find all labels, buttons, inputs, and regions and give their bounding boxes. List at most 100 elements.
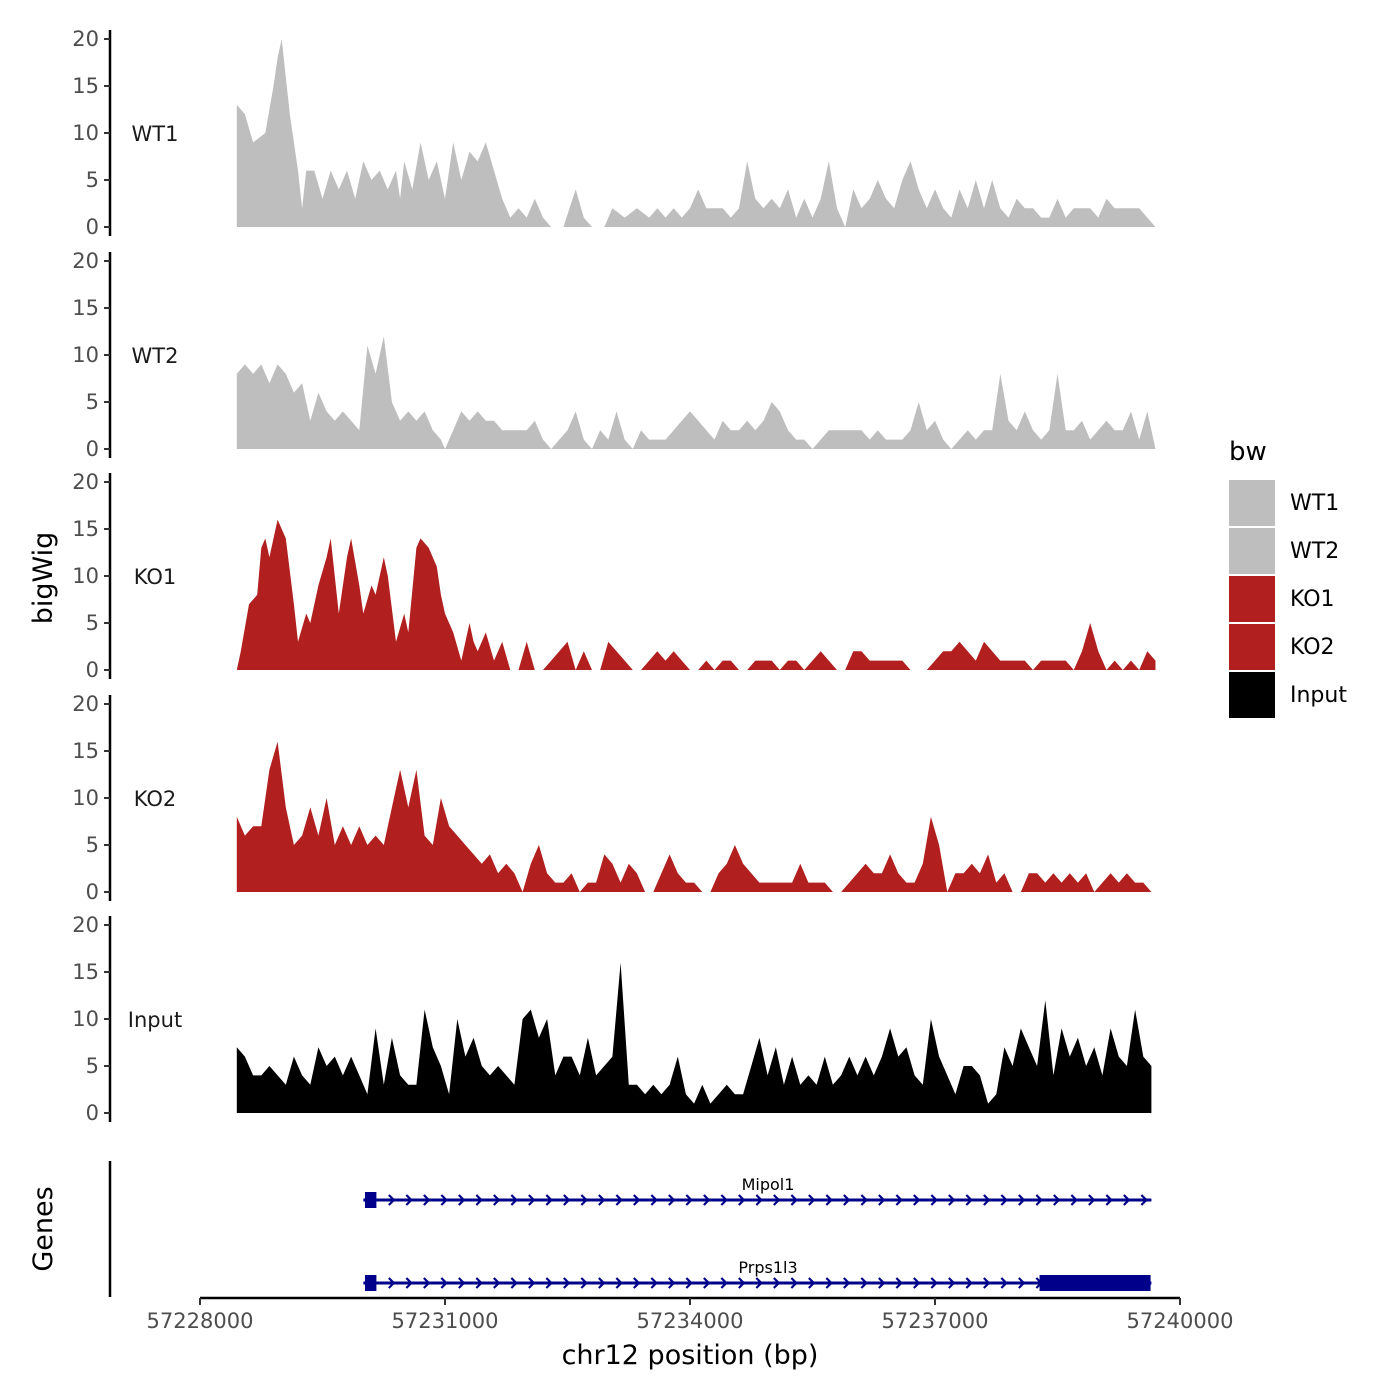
legend-label: WT2 [1290, 539, 1339, 564]
exon [1039, 1275, 1151, 1291]
strand-arrow [843, 1277, 851, 1289]
track-label-wt2: WT2 [132, 344, 179, 368]
y-tick-label: 15 [72, 960, 99, 984]
legend-item-ko2: KO2 [1229, 624, 1335, 670]
strand-arrow [965, 1194, 973, 1206]
strand-arrow [703, 1194, 711, 1206]
strand-arrow [668, 1277, 676, 1289]
strand-arrow [685, 1194, 693, 1206]
strand-arrow [808, 1194, 816, 1206]
strand-arrow [423, 1277, 431, 1289]
strand-arrow [475, 1194, 483, 1206]
strand-arrow [948, 1194, 956, 1206]
y-tick-label: 10 [72, 786, 99, 810]
strand-arrow [388, 1277, 396, 1289]
x-tick-label: 57234000 [637, 1309, 744, 1333]
track-ko2: 0 5 10 15 20 KO2 [72, 692, 1152, 904]
y-tick-label: 10 [72, 1007, 99, 1031]
strand-arrow [860, 1194, 868, 1206]
strand-arrow [860, 1277, 868, 1289]
legend-item-wt2: WT2 [1229, 528, 1339, 574]
y-tick-label: 5 [86, 390, 99, 414]
y-tick-label: 20 [72, 692, 99, 716]
legend-label: KO2 [1290, 635, 1335, 660]
strand-arrow [1140, 1194, 1148, 1206]
strand-arrow [510, 1194, 518, 1206]
y-tick-label: 0 [86, 1101, 99, 1125]
coverage-tracks: 0 5 10 15 20 WT1 0 5 10 15 20 WT2 0 5 10 15 20 KO1 0 5 10 15 2… [72, 27, 1156, 1125]
strand-arrow [808, 1277, 816, 1289]
strand-arrow [895, 1194, 903, 1206]
y-tick-label: 10 [72, 121, 99, 145]
gene-label-mipol1: Mipol1 [742, 1175, 795, 1194]
strand-arrow [458, 1194, 466, 1206]
strand-arrow [720, 1194, 728, 1206]
strand-arrow [493, 1194, 501, 1206]
strand-arrow [563, 1277, 571, 1289]
strand-arrow [510, 1277, 518, 1289]
track-wt2: 0 5 10 15 20 WT2 [72, 249, 1156, 461]
strand-arrow [563, 1194, 571, 1206]
strand-arrow [930, 1277, 938, 1289]
gene-track: Mipol1 Prps1l3 [108, 1161, 1152, 1297]
strand-arrow [458, 1277, 466, 1289]
strand-arrow [440, 1277, 448, 1289]
strand-arrow [843, 1194, 851, 1206]
strand-arrow [580, 1277, 588, 1289]
y-tick-label: 20 [72, 249, 99, 273]
strand-arrow [1018, 1194, 1026, 1206]
strand-arrow [598, 1194, 606, 1206]
strand-arrow [1123, 1194, 1131, 1206]
x-axis: 57228000 57231000 57234000 57237000 57240000 [147, 1296, 1233, 1333]
strand-arrow [1053, 1194, 1061, 1206]
strand-arrow [650, 1277, 658, 1289]
strand-arrow [930, 1194, 938, 1206]
genes-axis-title: Genes [28, 1186, 59, 1271]
strand-arrow [773, 1194, 781, 1206]
strand-arrow [825, 1194, 833, 1206]
gene-prps1l3: Prps1l3 [363, 1258, 1152, 1291]
strand-arrow [720, 1277, 728, 1289]
legend-item-wt1: WT1 [1229, 480, 1339, 526]
strand-arrow [965, 1277, 973, 1289]
strand-arrow [755, 1277, 763, 1289]
strand-arrow [440, 1194, 448, 1206]
y-tick-label: 0 [86, 215, 99, 239]
legend-label: Input [1290, 683, 1347, 708]
y-tick-label: 15 [72, 739, 99, 763]
strand-arrow [1000, 1194, 1008, 1206]
strand-arrow [773, 1277, 781, 1289]
strand-arrow [983, 1194, 991, 1206]
strand-arrow [423, 1194, 431, 1206]
legend-item-input: Input [1229, 672, 1347, 718]
y-tick-label: 15 [72, 296, 99, 320]
strand-arrow [598, 1277, 606, 1289]
exon [364, 1192, 377, 1208]
strand-arrow [1070, 1194, 1078, 1206]
strand-arrow [878, 1194, 886, 1206]
y-tick-label: 0 [86, 658, 99, 682]
y-tick-label: 5 [86, 1054, 99, 1078]
y-tick-label: 15 [72, 74, 99, 98]
strand-arrow [1018, 1277, 1026, 1289]
strand-arrow [1088, 1194, 1096, 1206]
strand-arrow [913, 1194, 921, 1206]
strand-arrow [545, 1194, 553, 1206]
strand-arrow [528, 1277, 536, 1289]
strand-arrow [1000, 1277, 1008, 1289]
y-tick-label: 20 [72, 27, 99, 51]
strand-arrow [475, 1277, 483, 1289]
exon [364, 1275, 377, 1291]
strand-arrow [405, 1194, 413, 1206]
strand-arrow [650, 1194, 658, 1206]
legend-title: bw [1229, 437, 1267, 467]
strand-arrow [738, 1277, 746, 1289]
x-tick-label: 57228000 [147, 1309, 254, 1333]
y-tick-label: 5 [86, 611, 99, 635]
y-tick-label: 5 [86, 168, 99, 192]
strand-arrow [895, 1277, 903, 1289]
strand-arrow [580, 1194, 588, 1206]
area-wt1 [236, 39, 1156, 227]
track-label-ko2: KO2 [134, 787, 177, 811]
x-tick-label: 57231000 [392, 1309, 499, 1333]
